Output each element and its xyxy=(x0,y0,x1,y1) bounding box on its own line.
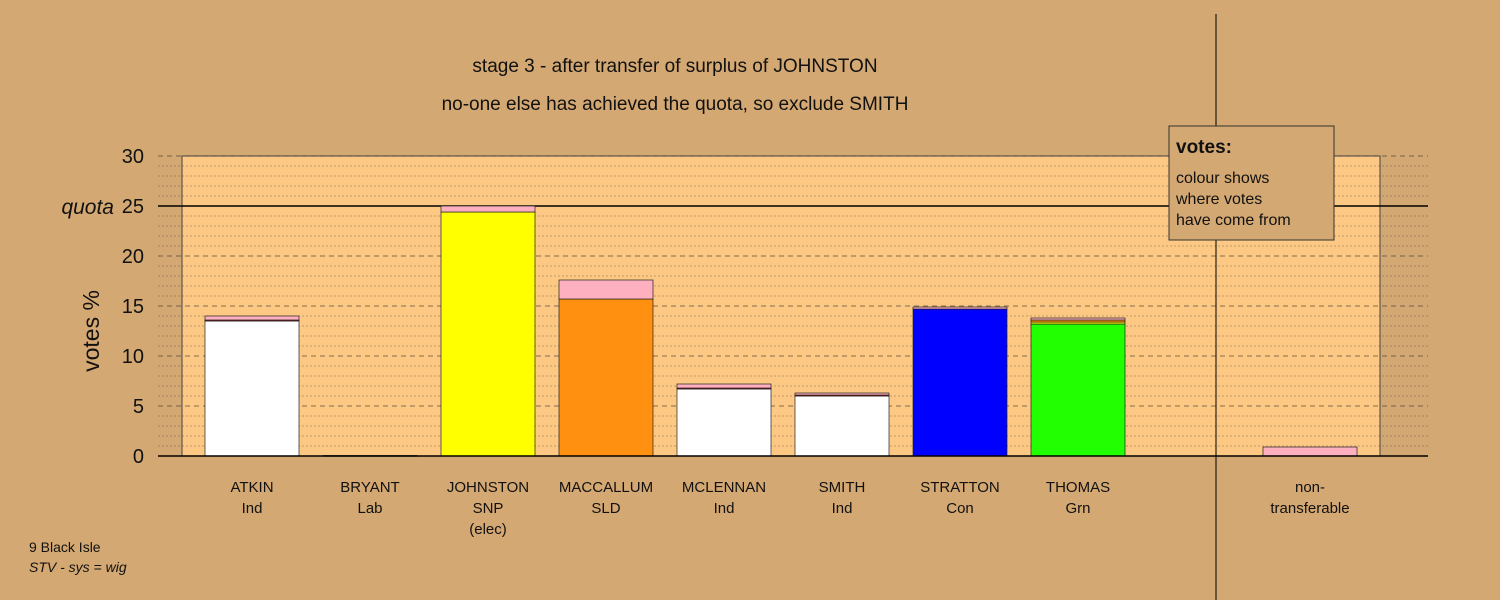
legend: votes: colour shows where votes have com… xyxy=(1168,125,1335,241)
y-tick-label: 30 xyxy=(122,146,144,168)
candidate-name-label: MCLENNAN xyxy=(682,479,766,496)
y-tick-label: 20 xyxy=(122,246,144,268)
y-tick-labels: 0 5 10 15 20 25 30 xyxy=(122,146,144,468)
bar-segment xyxy=(204,320,300,457)
chart-subtitle: no-one else has achieved the quota, so e… xyxy=(442,94,909,115)
chart-title: stage 3 - after transfer of surplus of J… xyxy=(472,56,877,77)
legend-line-1: colour shows xyxy=(1176,170,1269,187)
candidate-name-label: BRYANT xyxy=(340,479,399,496)
footer-ward: 9 Black Isle xyxy=(29,539,101,555)
party-label: Lab xyxy=(357,500,382,517)
bar-segment xyxy=(912,306,1008,310)
party-label: Con xyxy=(946,500,974,517)
nontransferable-bar xyxy=(1262,446,1358,457)
nontransferable-label-1: non- xyxy=(1295,479,1325,496)
y-axis-label: votes % xyxy=(78,290,104,372)
y-tick-label: 10 xyxy=(122,346,144,368)
bar-segment xyxy=(676,383,772,389)
legend-line-2: where votes xyxy=(1175,191,1262,208)
bar-segment xyxy=(204,315,300,321)
y-tick-label: 15 xyxy=(122,296,144,318)
bar-segment xyxy=(440,205,536,213)
party-label: Ind xyxy=(832,500,853,517)
bars xyxy=(204,205,1358,457)
bar-segment xyxy=(676,388,772,457)
y-tick-label: 5 xyxy=(133,396,144,418)
nontransferable-label-2: transferable xyxy=(1270,500,1349,517)
candidate-name-label: THOMAS xyxy=(1046,479,1110,496)
candidate-name-label: STRATTON xyxy=(920,479,999,496)
bar-segment xyxy=(558,279,654,300)
legend-title: votes: xyxy=(1176,137,1232,158)
candidate-name-label: SMITH xyxy=(819,479,866,496)
candidate-name-label: JOHNSTON xyxy=(447,479,529,496)
quota-label: quota xyxy=(61,196,114,219)
party-label: SLD xyxy=(591,500,620,517)
y-tick-label: 0 xyxy=(133,446,144,468)
bar-segment xyxy=(912,308,1008,457)
bar-segment xyxy=(558,298,654,457)
bar-segment xyxy=(794,395,890,457)
legend-line-3: have come from xyxy=(1176,212,1291,229)
candidate-name-label: ATKIN xyxy=(230,479,273,496)
bar-segment xyxy=(1030,317,1126,321)
bar-segment xyxy=(440,211,536,457)
party-label: Grn xyxy=(1065,500,1090,517)
party-label: Ind xyxy=(242,500,263,517)
party-label: Ind xyxy=(714,500,735,517)
category-labels: ATKIN Ind BRYANT Lab JOHNSTON SNP (elec) MACCAL… xyxy=(230,479,1110,538)
bar-segment xyxy=(794,392,890,396)
candidate-name-label: MACCALLUM xyxy=(559,479,653,496)
status-label: (elec) xyxy=(469,521,507,538)
party-label: SNP xyxy=(473,500,504,517)
footer-system: STV - sys = wig xyxy=(29,559,127,575)
y-tick-label: 25 xyxy=(122,196,144,218)
legend-box xyxy=(1168,125,1335,241)
bar-segment xyxy=(1030,323,1126,457)
